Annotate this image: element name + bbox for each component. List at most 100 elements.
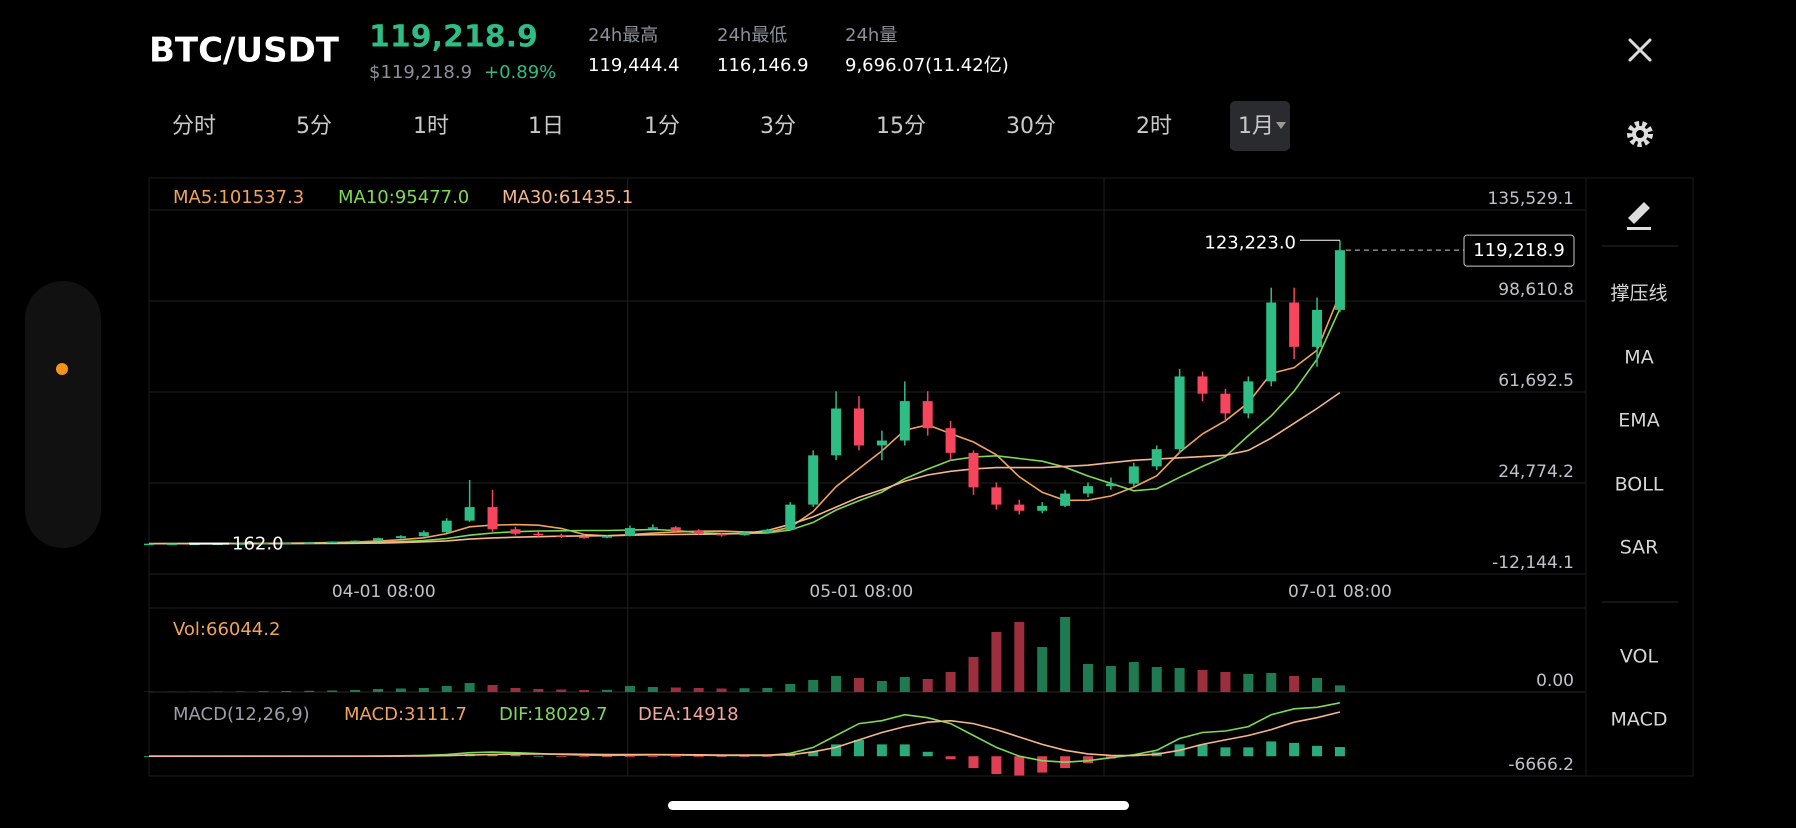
macd-legend: DEA:14918 [638, 704, 739, 725]
candle-body [418, 532, 429, 537]
volume-bar [1266, 673, 1277, 692]
candle-body [624, 528, 635, 536]
volume-bar [1220, 672, 1231, 692]
volume-bar [876, 681, 887, 692]
candle-body [1266, 302, 1277, 382]
volume-bar [693, 688, 704, 692]
y-tick-label: -6666.2 [1508, 755, 1574, 775]
volume-bar [579, 690, 590, 692]
timeframe-tab[interactable]: 15分 [876, 114, 926, 139]
ma-legend: MA5:101537.3 [173, 187, 304, 208]
candle-body [968, 452, 979, 488]
timeframe-tab[interactable]: 1分 [644, 114, 680, 139]
macd-bar [968, 756, 979, 769]
candle-body [1083, 486, 1094, 494]
volume-bar [624, 686, 635, 692]
stat-value: 116,146.9 [717, 55, 809, 76]
timeframe-tab[interactable]: 30分 [1006, 114, 1056, 139]
volume-bar [327, 690, 338, 692]
last-price-box [1463, 234, 1575, 267]
change: +0.89% [484, 62, 556, 83]
candle-body [533, 533, 544, 536]
volume-bar [1289, 676, 1300, 692]
macd-bar [1266, 741, 1277, 757]
y-tick-label: 61,692.5 [1498, 371, 1574, 391]
macd-bar [1037, 756, 1048, 773]
volume-bar [831, 676, 842, 692]
candle-body [327, 541, 338, 544]
settings-button[interactable] [1627, 121, 1653, 147]
indicator-option[interactable]: EMA [1618, 410, 1659, 432]
candle-body [373, 538, 384, 541]
indicator-option[interactable]: 撑压线 [1610, 283, 1667, 305]
macd-legend: DIF:18029.7 [499, 704, 608, 725]
timeframe-tab[interactable]: 分时 [172, 114, 216, 139]
macd-bar [647, 756, 658, 758]
indicator-option[interactable]: VOL [1620, 646, 1659, 668]
indicator-option[interactable]: MA [1624, 347, 1653, 369]
macd-bar [1014, 756, 1025, 776]
vol-legend: Vol:66044.2 [173, 619, 280, 640]
macd-bar [1334, 747, 1345, 757]
timeframe-tab[interactable]: 3分 [760, 114, 796, 139]
volume-bar [1060, 617, 1071, 692]
stat-label: 24h最低 [717, 25, 787, 46]
stat-label: 24h最高 [588, 25, 658, 46]
y-tick-label: -12,144.1 [1492, 553, 1574, 573]
volume-bar [716, 688, 727, 692]
candle-body [350, 540, 361, 543]
candle-body [853, 408, 864, 446]
macd-bar [1312, 745, 1323, 757]
volume-bar [441, 686, 452, 692]
candle-body [716, 533, 727, 536]
high-label: 123,223.0 [1204, 232, 1296, 253]
timeframe-tab[interactable]: 1月 [1238, 114, 1274, 139]
volume-bar [1083, 664, 1094, 692]
draw-tool[interactable] [1627, 202, 1651, 230]
dropdown-arrow [1276, 122, 1286, 129]
candle-body [395, 536, 406, 539]
price-usd: $119,218.9 [369, 62, 472, 83]
volume-bar [945, 672, 956, 692]
macd-bar [716, 756, 727, 758]
close-button[interactable] [1628, 38, 1652, 62]
timeframe-tab[interactable]: 1日 [528, 114, 564, 139]
macd-bar [1220, 747, 1231, 757]
volume-bar [464, 683, 475, 692]
macd-bar [831, 744, 842, 757]
volume-bar [1243, 674, 1254, 692]
candle-body [556, 535, 567, 537]
side-handle[interactable] [25, 281, 101, 548]
macd-bar [945, 756, 956, 760]
volume-bar [602, 689, 613, 692]
candle-body [1312, 309, 1323, 347]
volume-bar [1174, 668, 1185, 692]
macd-bar [1243, 747, 1254, 757]
macd-bar [808, 751, 819, 757]
timeframe-tab[interactable]: 2时 [1136, 114, 1172, 139]
candle-body [1060, 493, 1071, 506]
timeframe-tab[interactable]: 5分 [296, 114, 332, 139]
macd-bar [853, 739, 864, 757]
candle-body [144, 543, 154, 546]
home-indicator [668, 801, 1129, 810]
indicator-option[interactable]: SAR [1620, 537, 1659, 559]
candle-body [464, 507, 475, 521]
indicator-option[interactable]: BOLL [1615, 474, 1664, 496]
volume-bar [304, 690, 315, 692]
candle-body [899, 401, 910, 441]
timeframe-tab[interactable]: 1时 [413, 114, 449, 139]
candle-body [831, 408, 842, 456]
y-tick-label: 135,529.1 [1487, 189, 1574, 209]
candle-body [808, 455, 819, 505]
volume-bar [785, 684, 796, 692]
indicator-option[interactable]: MACD [1611, 709, 1668, 731]
volume-bar [418, 688, 429, 692]
pair: BTC/USDT [149, 31, 340, 71]
candle-body [487, 507, 498, 530]
stat-value: 119,444.4 [588, 55, 680, 76]
macd-legend: MACD:3111.7 [344, 704, 467, 725]
volume-bar [258, 691, 269, 692]
